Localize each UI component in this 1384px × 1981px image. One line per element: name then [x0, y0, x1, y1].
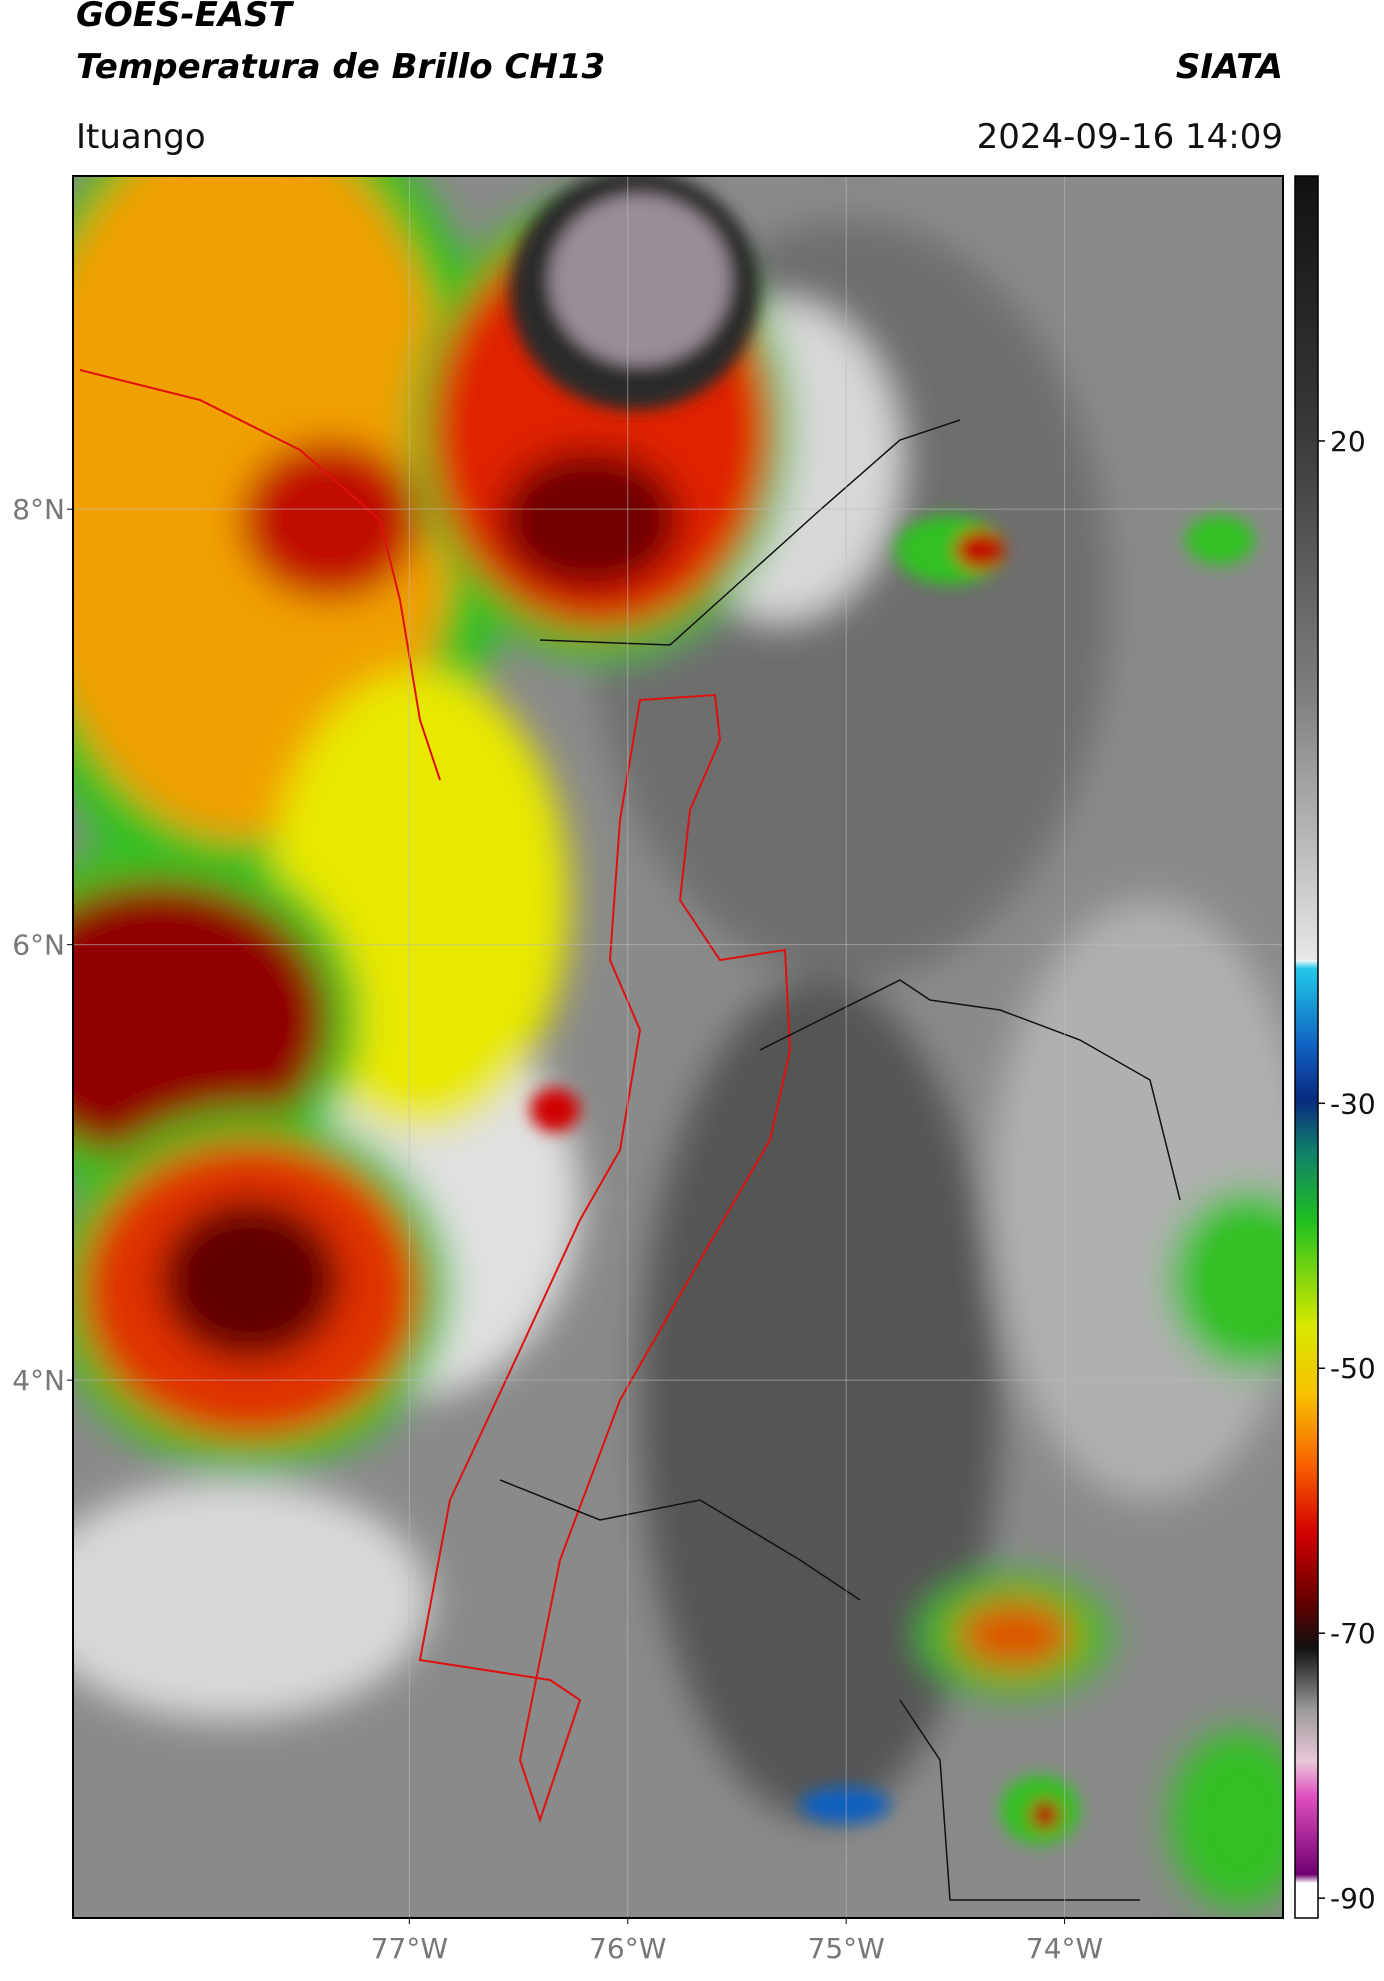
- colorbar-tick-label: 20: [1330, 425, 1366, 458]
- region-label: Ituango: [76, 117, 206, 157]
- colorbar: [1294, 175, 1319, 1919]
- y-tick-label: 6°N: [12, 929, 65, 962]
- colorbar-tick-label: -90: [1330, 1882, 1376, 1915]
- x-tick-label: 75°W: [808, 1932, 885, 1965]
- satellite-title: GOES-EAST: [76, 0, 295, 35]
- product-title: Temperatura de Brillo CH13: [76, 47, 605, 87]
- datetime-label: 2024-09-16 14:09: [977, 117, 1283, 157]
- y-tick-label: 4°N: [12, 1364, 65, 1397]
- map-frame: [72, 175, 1284, 1919]
- colorbar-tick-label: -50: [1330, 1352, 1376, 1385]
- colorbar-tick-label: -70: [1330, 1617, 1376, 1650]
- satellite-image: [73, 176, 1283, 1918]
- y-tick-label: 8°N: [12, 493, 65, 526]
- x-tick-label: 76°W: [589, 1932, 666, 1965]
- grid-layer: [73, 176, 1283, 1918]
- x-tick-label: 74°W: [1026, 1932, 1103, 1965]
- x-tick-label: 77°W: [371, 1932, 448, 1965]
- colorbar-tick-label: -30: [1330, 1087, 1376, 1120]
- source-label: SIATA: [1176, 47, 1283, 87]
